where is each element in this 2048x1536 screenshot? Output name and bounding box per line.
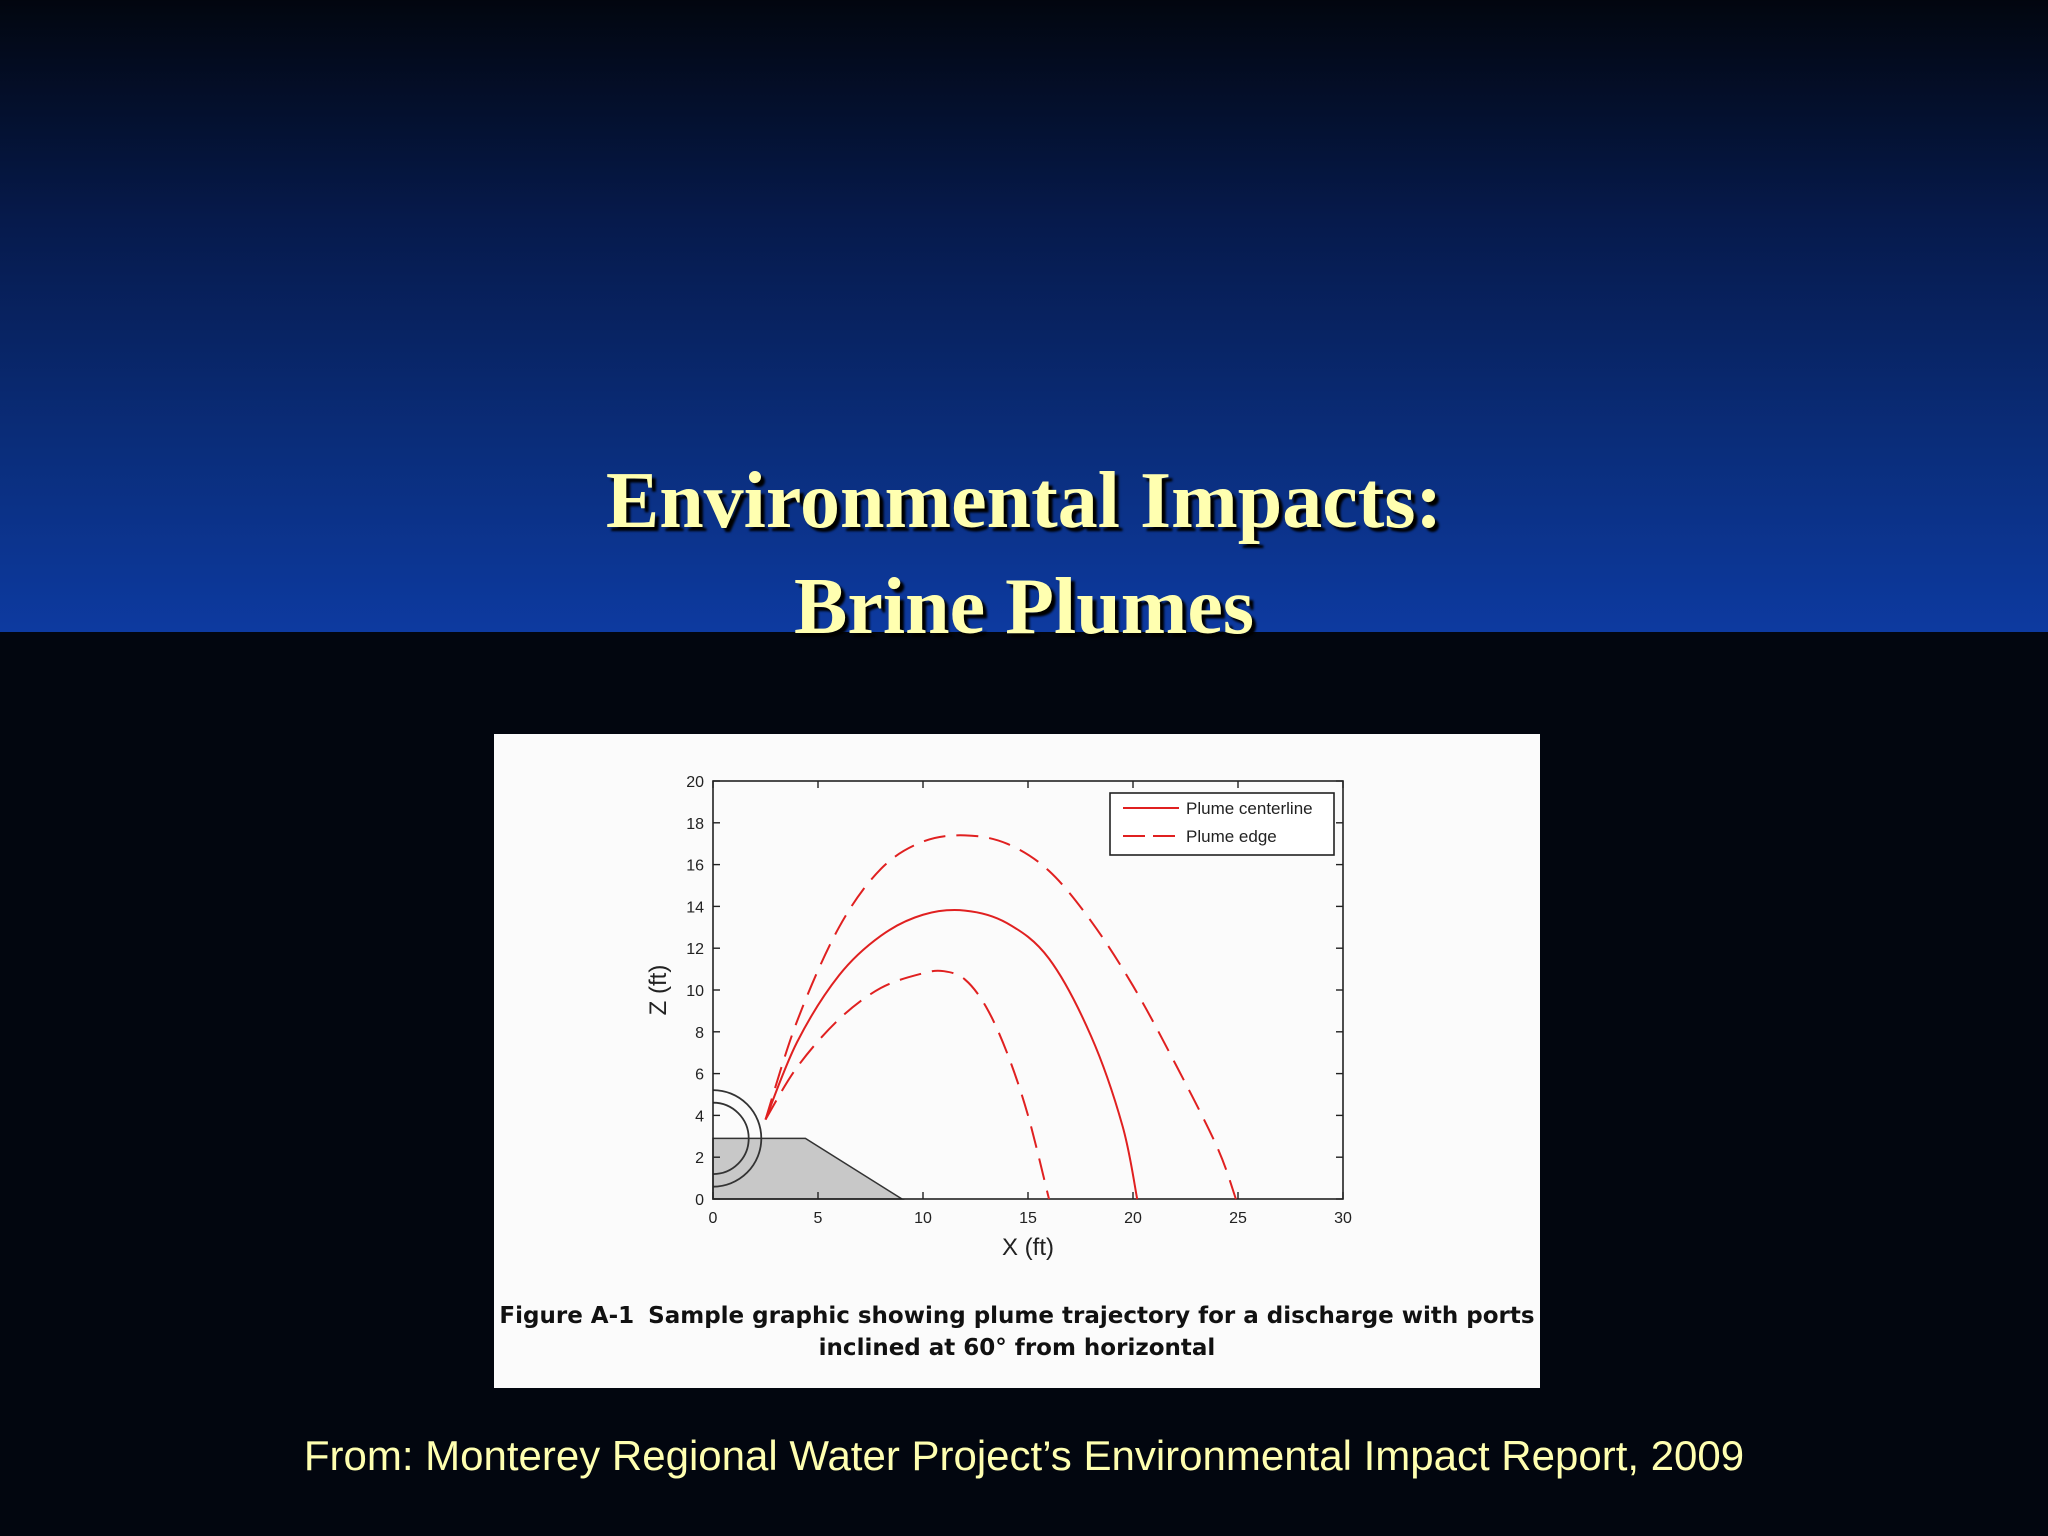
y-tick-label: 12 xyxy=(686,941,704,958)
series-line-2 xyxy=(764,834,1237,1200)
x-tick-label: 15 xyxy=(1019,1210,1037,1227)
caption-label: Figure A-1 xyxy=(499,1303,635,1329)
slide-title: Environmental Impacts: Brine Plumes xyxy=(0,448,2048,660)
series-line-3 xyxy=(764,969,1050,1200)
y-axis-label: Z (ft) xyxy=(645,965,672,1016)
figure-caption: Figure A-1 Sample graphic showing plume t… xyxy=(494,1300,1540,1364)
y-tick-label: 10 xyxy=(686,983,704,1000)
x-tick-label: 5 xyxy=(814,1210,823,1227)
legend-label-centerline: Plume centerline xyxy=(1186,799,1313,818)
y-tick-label: 8 xyxy=(695,1025,704,1042)
x-tick-label: 20 xyxy=(1124,1210,1142,1227)
y-tick-label: 16 xyxy=(686,858,704,875)
diffuser-berm xyxy=(712,1137,905,1200)
y-tick-label: 2 xyxy=(695,1150,704,1167)
source-citation: From: Monterey Regional Water Project’s … xyxy=(303,1432,1745,1479)
series-line-1 xyxy=(764,909,1139,1200)
legend-label-edge: Plume edge xyxy=(1186,827,1277,846)
y-tick-label: 14 xyxy=(686,899,704,916)
x-tick-label: 10 xyxy=(914,1210,932,1227)
plume-trajectory-chart: 0 5 10 15 20 25 30 0 2 4 6 8 10 12 14 16 18 20 X (ft) Z (ft… xyxy=(645,774,1352,1261)
x-tick-label: 30 xyxy=(1334,1210,1352,1227)
caption-line1: Sample graphic showing plume trajectory … xyxy=(648,1303,1535,1329)
outfall-pipe-inner xyxy=(712,1101,750,1175)
slide-title-line2: Brine Plumes xyxy=(794,563,1254,651)
y-tick-label: 0 xyxy=(695,1192,704,1209)
outfall-pipe-outer xyxy=(712,1089,763,1188)
caption-line2: inclined at 60° from horizontal xyxy=(818,1335,1216,1361)
x-tick-label: 25 xyxy=(1229,1210,1247,1227)
title-background xyxy=(0,0,2048,632)
y-tick-label: 6 xyxy=(695,1067,704,1084)
y-tick-label: 4 xyxy=(695,1108,704,1125)
legend-box xyxy=(1109,792,1335,856)
y-tick-label: 18 xyxy=(686,816,704,833)
x-axis-label: X (ft) xyxy=(1002,1234,1054,1261)
x-tick-label: 0 xyxy=(709,1210,718,1227)
y-tick-label: 20 xyxy=(686,774,704,791)
figure-panel: 0 5 10 15 20 25 30 0 2 4 6 8 10 12 14 16 18 20 X (ft) Z (ft… xyxy=(494,734,1540,1388)
slide-title-line1: Environmental Impacts: xyxy=(605,457,1443,545)
